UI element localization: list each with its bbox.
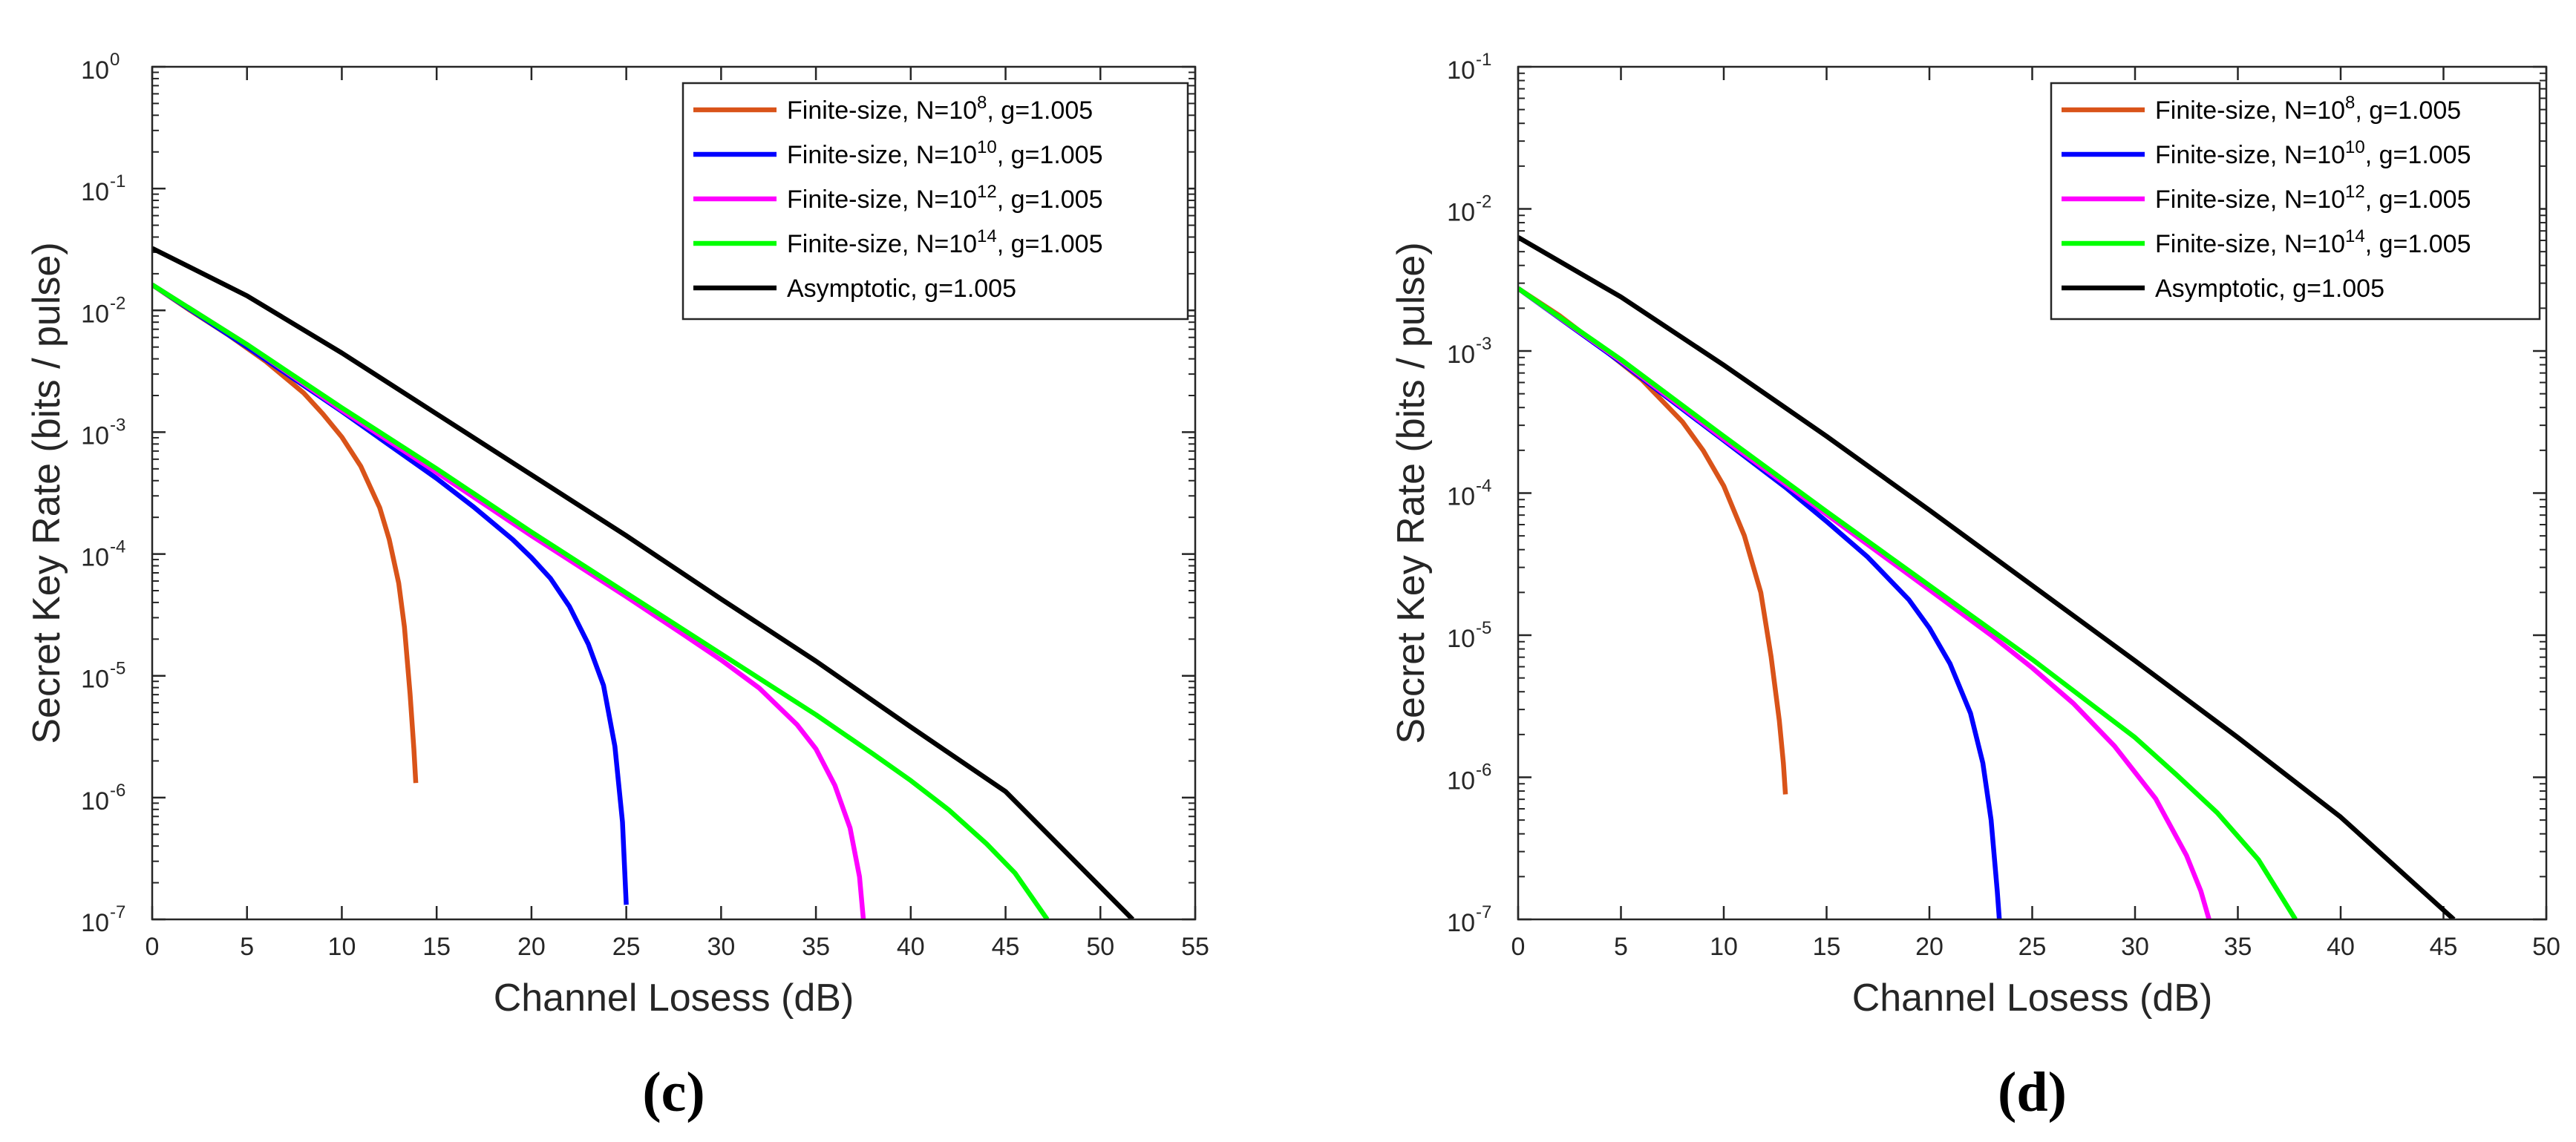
y-tick-label: 10 — [1447, 56, 1475, 85]
y-tick-label: 10 — [1447, 625, 1475, 653]
x-tick-label: 10 — [328, 933, 356, 961]
x-tick-label: 45 — [992, 933, 1020, 961]
y-tick-exponent: -1 — [110, 171, 125, 191]
y-tick-exponent: -4 — [110, 537, 125, 557]
legend-label-2: Finite-size, N=1012, g=1.005 — [787, 182, 1103, 214]
x-tick-label: 10 — [1710, 933, 1738, 961]
series-group — [152, 246, 1135, 919]
panel-label: (c) — [642, 1061, 705, 1123]
series-line-4 — [1518, 234, 2456, 919]
y-tick-exponent: -3 — [1476, 334, 1491, 354]
y-tick-exponent: -2 — [1476, 192, 1491, 212]
x-tick-label: 45 — [2430, 933, 2458, 961]
y-tick-label: 10 — [81, 56, 109, 85]
y-tick-exponent: -5 — [110, 659, 125, 679]
x-tick-label: 0 — [146, 933, 160, 961]
x-tick-label: 20 — [1915, 933, 1944, 961]
chart-panel-c: 10 010 -110 -210 -310 -410 -510 -610 -70 5 10 15 20 2… — [25, 50, 1209, 1123]
series-line-3 — [152, 283, 1050, 919]
y-tick-exponent: -5 — [1476, 618, 1491, 638]
legend-label-1: Finite-size, N=1010, g=1.005 — [2155, 137, 2471, 169]
x-axis-label: Channel Losess (dB) — [1852, 977, 2213, 1020]
y-tick-label: 10 — [1447, 767, 1475, 795]
series-group — [1518, 234, 2456, 919]
legend-label-4: Asymptotic, g=1.005 — [787, 275, 1016, 303]
x-tick-label: 35 — [802, 933, 830, 961]
chart-panel-d: 10 -110 -210 -310 -410 -510 -610 -70 5 10 15 20 25 30… — [1390, 50, 2560, 1123]
y-tick-label: 10 — [81, 909, 109, 937]
x-tick-label: 30 — [2121, 933, 2149, 961]
legend-label-0: Finite-size, N=108, g=1.005 — [2155, 93, 2461, 125]
legend-label-1: Finite-size, N=1010, g=1.005 — [787, 137, 1103, 169]
y-tick-exponent: -6 — [1476, 761, 1491, 781]
x-tick-label: 35 — [2224, 933, 2252, 961]
y-tick-exponent: 0 — [110, 50, 120, 70]
x-tick-label: 25 — [612, 933, 641, 961]
y-tick-label: 10 — [81, 300, 109, 328]
legend: Finite-size, N=108, g=1.005 Finite-size, … — [2050, 82, 2541, 321]
y-tick-label: 10 — [1447, 909, 1475, 937]
y-axis-label: Secret Key Rate (bits / pulse) — [1390, 242, 1433, 744]
axes-box — [151, 65, 1197, 921]
y-tick-exponent: -2 — [110, 293, 125, 313]
legend-label-2: Finite-size, N=1012, g=1.005 — [2155, 182, 2471, 214]
series-line-4 — [152, 246, 1135, 919]
legend-label-0: Finite-size, N=108, g=1.005 — [787, 93, 1093, 125]
y-tick-exponent: -7 — [1476, 902, 1491, 922]
y-tick-exponent: -6 — [110, 781, 125, 801]
y-tick-label: 10 — [81, 666, 109, 694]
y-tick-exponent: -1 — [1476, 50, 1491, 70]
series-line-3 — [1518, 286, 2298, 919]
y-tick-label: 10 — [1447, 483, 1475, 511]
y-axis-label: Secret Key Rate (bits / pulse) — [25, 242, 68, 744]
x-tick-label: 55 — [1181, 933, 1209, 961]
x-tick-label: 50 — [2532, 933, 2560, 961]
y-tick-exponent: -7 — [110, 902, 125, 922]
x-tick-label: 5 — [240, 933, 254, 961]
legend: Finite-size, N=108, g=1.005 Finite-size, … — [681, 82, 1189, 321]
legend-label-3: Finite-size, N=1014, g=1.005 — [787, 226, 1103, 258]
x-tick-label: 40 — [2327, 933, 2355, 961]
y-tick-label: 10 — [1447, 341, 1475, 369]
x-tick-label: 15 — [1813, 933, 1841, 961]
y-tick-exponent: -3 — [110, 415, 125, 435]
x-tick-label: 0 — [1511, 933, 1526, 961]
x-tick-label: 30 — [707, 933, 735, 961]
y-tick-label: 10 — [81, 544, 109, 572]
x-tick-label: 40 — [897, 933, 925, 961]
y-tick-exponent: -4 — [1476, 476, 1491, 496]
x-axis-label: Channel Losess (dB) — [494, 977, 854, 1020]
y-tick-label: 10 — [1447, 199, 1475, 227]
x-tick-label: 50 — [1086, 933, 1114, 961]
x-tick-label: 15 — [422, 933, 451, 961]
x-tick-label: 20 — [517, 933, 546, 961]
y-tick-label: 10 — [81, 787, 109, 816]
x-tick-label: 5 — [1614, 933, 1628, 961]
legend-label-4: Asymptotic, g=1.005 — [2155, 275, 2384, 303]
x-tick-label: 25 — [2018, 933, 2047, 961]
y-tick-label: 10 — [81, 178, 109, 206]
y-tick-label: 10 — [81, 421, 109, 450]
legend-label-3: Finite-size, N=1014, g=1.005 — [2155, 226, 2471, 258]
axes-box — [1517, 65, 2548, 921]
panel-label: (d) — [1998, 1061, 2067, 1123]
